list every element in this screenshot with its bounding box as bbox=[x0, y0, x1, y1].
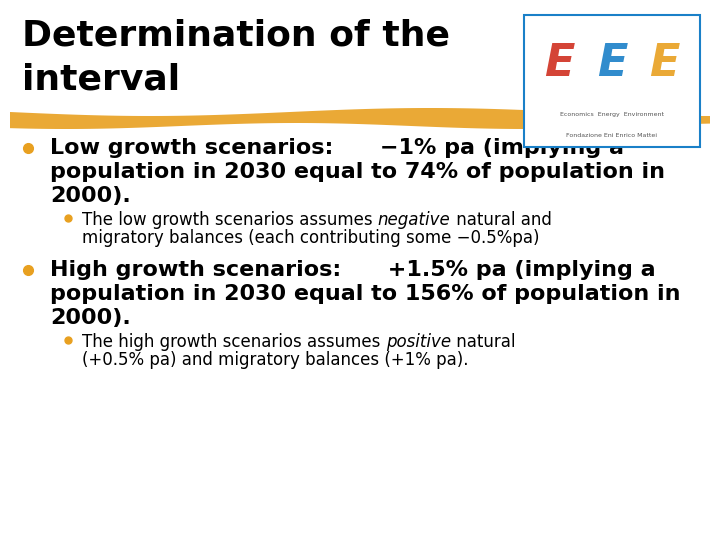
Text: natural: natural bbox=[451, 333, 516, 351]
Text: High growth scenarios:      +1.5% pa (implying a: High growth scenarios: +1.5% pa (implyin… bbox=[50, 260, 656, 280]
FancyBboxPatch shape bbox=[524, 15, 700, 147]
Text: Economics  Energy  Environment: Economics Energy Environment bbox=[560, 112, 664, 117]
Text: 2000).: 2000). bbox=[50, 186, 131, 206]
Text: E: E bbox=[544, 42, 575, 85]
Text: population in 2030 equal to 156% of population in: population in 2030 equal to 156% of popu… bbox=[50, 284, 680, 304]
Text: E: E bbox=[597, 42, 627, 85]
Text: population in 2030 equal to 74% of population in: population in 2030 equal to 74% of popul… bbox=[50, 162, 665, 182]
Text: interval: interval bbox=[22, 62, 180, 96]
Text: E: E bbox=[649, 42, 680, 85]
Text: Fondazione Eni Enrico Mattei: Fondazione Eni Enrico Mattei bbox=[567, 133, 657, 138]
Text: The low growth scenarios assumes: The low growth scenarios assumes bbox=[82, 211, 378, 229]
Text: Low growth scenarios:      −1% pa (implying a: Low growth scenarios: −1% pa (implying a bbox=[50, 138, 624, 158]
Text: natural and: natural and bbox=[451, 211, 552, 229]
Text: positive: positive bbox=[386, 333, 451, 351]
Text: 2000).: 2000). bbox=[50, 308, 131, 328]
Text: (+0.5% pa) and migratory balances (+1% pa).: (+0.5% pa) and migratory balances (+1% p… bbox=[82, 351, 469, 369]
Text: migratory balances (each contributing some −0.5%pa): migratory balances (each contributing so… bbox=[82, 229, 539, 247]
Text: The high growth scenarios assumes: The high growth scenarios assumes bbox=[82, 333, 386, 351]
Text: negative: negative bbox=[378, 211, 451, 229]
Polygon shape bbox=[10, 108, 710, 129]
Text: Determination of the: Determination of the bbox=[22, 18, 450, 52]
